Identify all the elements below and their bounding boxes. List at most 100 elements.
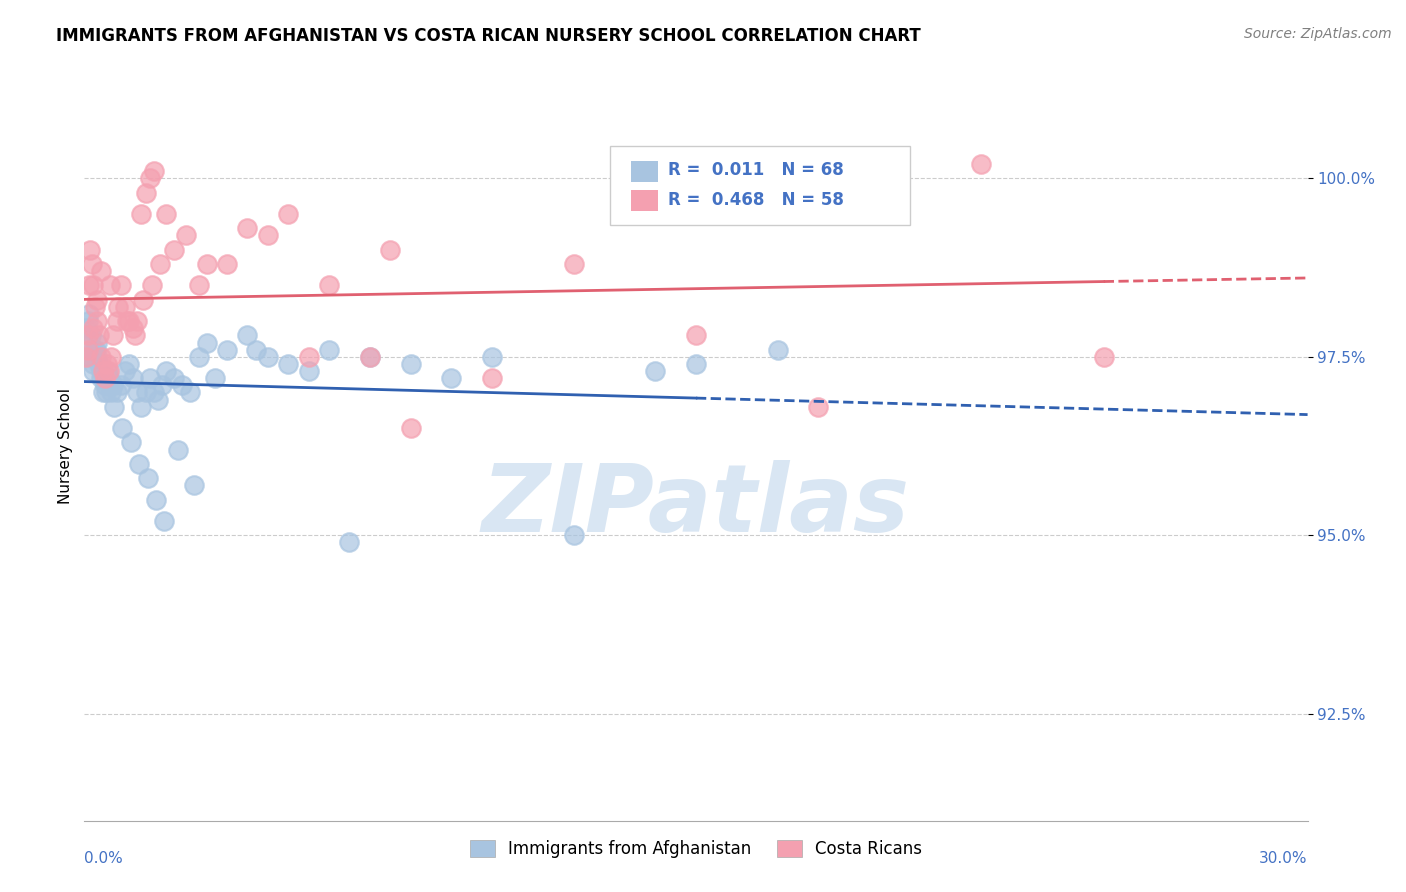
Point: [79, 350, 101, 364]
Point: [86, 335, 108, 350]
Point: [127, 385, 149, 400]
Point: [97, 371, 120, 385]
Point: [115, 314, 138, 328]
Point: [399, 357, 422, 371]
Point: [132, 293, 155, 307]
Point: [114, 300, 136, 314]
Point: [83, 343, 105, 357]
Text: 30.0%: 30.0%: [1260, 851, 1308, 865]
Point: [98, 278, 121, 293]
Point: [101, 378, 124, 392]
Point: [562, 528, 585, 542]
Point: [114, 364, 136, 378]
Point: [136, 471, 159, 485]
Point: [76, 328, 98, 343]
Point: [298, 350, 321, 364]
Point: [75, 350, 97, 364]
Point: [120, 435, 142, 450]
Point: [86, 350, 108, 364]
Point: [318, 278, 340, 293]
Point: [138, 371, 160, 385]
FancyBboxPatch shape: [610, 146, 910, 225]
Text: 0.0%: 0.0%: [84, 851, 124, 865]
Point: [359, 350, 381, 364]
Point: [75, 321, 97, 335]
Point: [163, 371, 186, 385]
Point: [807, 400, 830, 414]
Point: [82, 364, 104, 378]
Point: [96, 364, 118, 378]
Point: [80, 257, 103, 271]
Point: [481, 371, 503, 385]
Point: [82, 357, 104, 371]
Point: [94, 385, 117, 400]
Point: [90, 350, 112, 364]
Point: [105, 314, 128, 328]
Point: [766, 343, 789, 357]
Point: [110, 378, 132, 392]
Point: [183, 478, 205, 492]
Point: [142, 385, 165, 400]
Point: [84, 343, 107, 357]
Point: [90, 371, 112, 385]
Point: [298, 364, 321, 378]
Point: [91, 385, 114, 400]
Point: [644, 364, 666, 378]
Text: R =  0.011   N = 68: R = 0.011 N = 68: [668, 161, 844, 179]
Text: IMMIGRANTS FROM AFGHANISTAN VS COSTA RICAN NURSERY SCHOOL CORRELATION CHART: IMMIGRANTS FROM AFGHANISTAN VS COSTA RIC…: [56, 27, 921, 45]
Point: [562, 257, 585, 271]
Point: [380, 243, 402, 257]
Point: [217, 257, 239, 271]
Point: [685, 328, 707, 343]
Point: [111, 421, 134, 435]
Point: [236, 221, 259, 235]
Point: [100, 350, 122, 364]
Point: [90, 264, 112, 278]
Point: [77, 343, 100, 357]
Point: [82, 278, 104, 293]
Point: [150, 378, 173, 392]
Point: [96, 357, 118, 371]
Point: [399, 421, 422, 435]
Point: [153, 514, 176, 528]
Point: [359, 350, 381, 364]
Point: [127, 314, 149, 328]
Text: R =  0.468   N = 58: R = 0.468 N = 58: [668, 191, 844, 210]
Point: [970, 157, 993, 171]
Point: [163, 243, 186, 257]
Point: [128, 457, 150, 471]
Point: [172, 378, 194, 392]
Point: [77, 307, 100, 321]
Point: [142, 164, 165, 178]
Point: [145, 492, 167, 507]
Text: ZIPatlas: ZIPatlas: [482, 460, 910, 552]
Point: [440, 371, 463, 385]
Point: [86, 314, 108, 328]
Point: [83, 300, 105, 314]
Point: [107, 300, 129, 314]
Point: [90, 364, 112, 378]
Text: Source: ZipAtlas.com: Source: ZipAtlas.com: [1244, 27, 1392, 41]
Point: [187, 278, 209, 293]
Point: [76, 314, 98, 328]
Point: [93, 378, 115, 392]
Point: [101, 328, 124, 343]
Point: [97, 364, 120, 378]
Point: [195, 257, 218, 271]
Point: [155, 364, 177, 378]
Point: [87, 328, 110, 343]
Point: [79, 243, 101, 257]
Point: [204, 371, 226, 385]
Point: [195, 335, 218, 350]
Point: [82, 321, 104, 335]
Bar: [631, 191, 658, 211]
Point: [257, 228, 280, 243]
Point: [174, 228, 197, 243]
Point: [179, 385, 201, 400]
Point: [138, 171, 160, 186]
Point: [318, 343, 340, 357]
Bar: [631, 161, 658, 181]
Point: [105, 385, 128, 400]
Point: [86, 293, 108, 307]
Point: [80, 328, 103, 343]
